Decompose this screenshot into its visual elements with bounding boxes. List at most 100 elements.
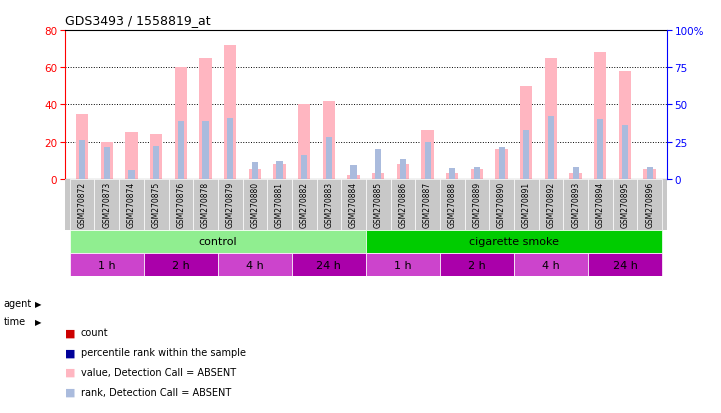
- Text: GSM270872: GSM270872: [78, 182, 87, 228]
- Text: GSM270875: GSM270875: [151, 182, 161, 228]
- Bar: [570, 174, 582, 179]
- Bar: [400, 160, 406, 179]
- Bar: [119, 179, 144, 230]
- Bar: [594, 53, 606, 179]
- Text: GSM270876: GSM270876: [177, 182, 185, 228]
- Text: 1 h: 1 h: [98, 260, 115, 270]
- Text: GSM270895: GSM270895: [621, 182, 629, 228]
- Bar: [79, 141, 85, 179]
- Bar: [563, 179, 588, 230]
- Bar: [372, 174, 384, 179]
- Bar: [341, 179, 366, 230]
- Bar: [613, 179, 637, 230]
- Bar: [326, 138, 332, 179]
- Bar: [545, 59, 557, 179]
- Text: ▶: ▶: [35, 299, 41, 308]
- Text: GSM270874: GSM270874: [127, 182, 136, 228]
- Bar: [597, 120, 603, 179]
- Bar: [94, 179, 119, 230]
- Text: GSM270885: GSM270885: [373, 182, 383, 228]
- Text: ■: ■: [65, 347, 76, 357]
- Bar: [203, 121, 208, 179]
- Text: ▶: ▶: [35, 317, 41, 326]
- Text: 2 h: 2 h: [172, 260, 190, 270]
- Bar: [128, 171, 135, 179]
- Bar: [643, 170, 656, 179]
- Text: GSM270881: GSM270881: [275, 182, 284, 228]
- Bar: [267, 179, 292, 230]
- Bar: [440, 179, 464, 230]
- Text: value, Detection Call = ABSENT: value, Detection Call = ABSENT: [81, 367, 236, 377]
- Bar: [474, 167, 480, 179]
- Bar: [70, 230, 366, 254]
- Text: GSM270887: GSM270887: [423, 182, 432, 228]
- Bar: [588, 179, 613, 230]
- Bar: [224, 46, 236, 179]
- Text: GSM270890: GSM270890: [497, 182, 506, 228]
- Bar: [218, 254, 292, 277]
- Text: 1 h: 1 h: [394, 260, 412, 270]
- Bar: [144, 254, 218, 277]
- Bar: [464, 179, 490, 230]
- Bar: [647, 167, 653, 179]
- Text: GSM270891: GSM270891: [522, 182, 531, 228]
- Bar: [249, 170, 261, 179]
- Bar: [391, 179, 415, 230]
- Bar: [153, 147, 159, 179]
- Bar: [498, 148, 505, 179]
- Text: GSM270892: GSM270892: [547, 182, 555, 228]
- Bar: [588, 254, 662, 277]
- Text: cigarette smoke: cigarette smoke: [469, 237, 559, 247]
- Bar: [169, 179, 193, 230]
- Bar: [242, 179, 267, 230]
- Bar: [366, 179, 391, 230]
- Bar: [292, 254, 366, 277]
- Bar: [252, 163, 258, 179]
- Bar: [350, 166, 357, 179]
- Bar: [76, 114, 89, 179]
- Text: GSM270882: GSM270882: [300, 182, 309, 228]
- Bar: [298, 105, 311, 179]
- Bar: [227, 119, 234, 179]
- Text: GDS3493 / 1558819_at: GDS3493 / 1558819_at: [65, 14, 211, 27]
- Bar: [471, 170, 483, 179]
- Bar: [514, 254, 588, 277]
- Bar: [150, 135, 162, 179]
- Text: agent: agent: [4, 299, 32, 309]
- Text: GSM270893: GSM270893: [571, 182, 580, 228]
- Bar: [619, 72, 631, 179]
- Bar: [637, 179, 662, 230]
- Text: GSM270894: GSM270894: [596, 182, 605, 228]
- Bar: [425, 142, 430, 179]
- Bar: [104, 148, 110, 179]
- Text: GSM270888: GSM270888: [448, 182, 457, 228]
- Bar: [446, 174, 459, 179]
- Bar: [622, 126, 628, 179]
- Text: GSM270884: GSM270884: [349, 182, 358, 228]
- Text: 24 h: 24 h: [613, 260, 637, 270]
- Bar: [495, 150, 508, 179]
- Bar: [292, 179, 317, 230]
- Bar: [178, 121, 184, 179]
- Text: GSM270896: GSM270896: [645, 182, 654, 228]
- Bar: [218, 179, 242, 230]
- Bar: [490, 179, 514, 230]
- Bar: [366, 230, 662, 254]
- Text: 2 h: 2 h: [468, 260, 486, 270]
- Bar: [273, 164, 286, 179]
- Bar: [440, 254, 514, 277]
- Bar: [539, 179, 563, 230]
- Text: GSM270880: GSM270880: [250, 182, 260, 228]
- Bar: [523, 131, 529, 179]
- Text: 4 h: 4 h: [542, 260, 559, 270]
- Text: GSM270873: GSM270873: [102, 182, 111, 228]
- Text: GSM270878: GSM270878: [201, 182, 210, 228]
- Bar: [70, 179, 94, 230]
- Text: 24 h: 24 h: [317, 260, 341, 270]
- Bar: [421, 131, 434, 179]
- Bar: [174, 68, 187, 179]
- Bar: [276, 161, 283, 179]
- Bar: [301, 156, 307, 179]
- Text: ■: ■: [65, 387, 76, 397]
- Text: rank, Detection Call = ABSENT: rank, Detection Call = ABSENT: [81, 387, 231, 397]
